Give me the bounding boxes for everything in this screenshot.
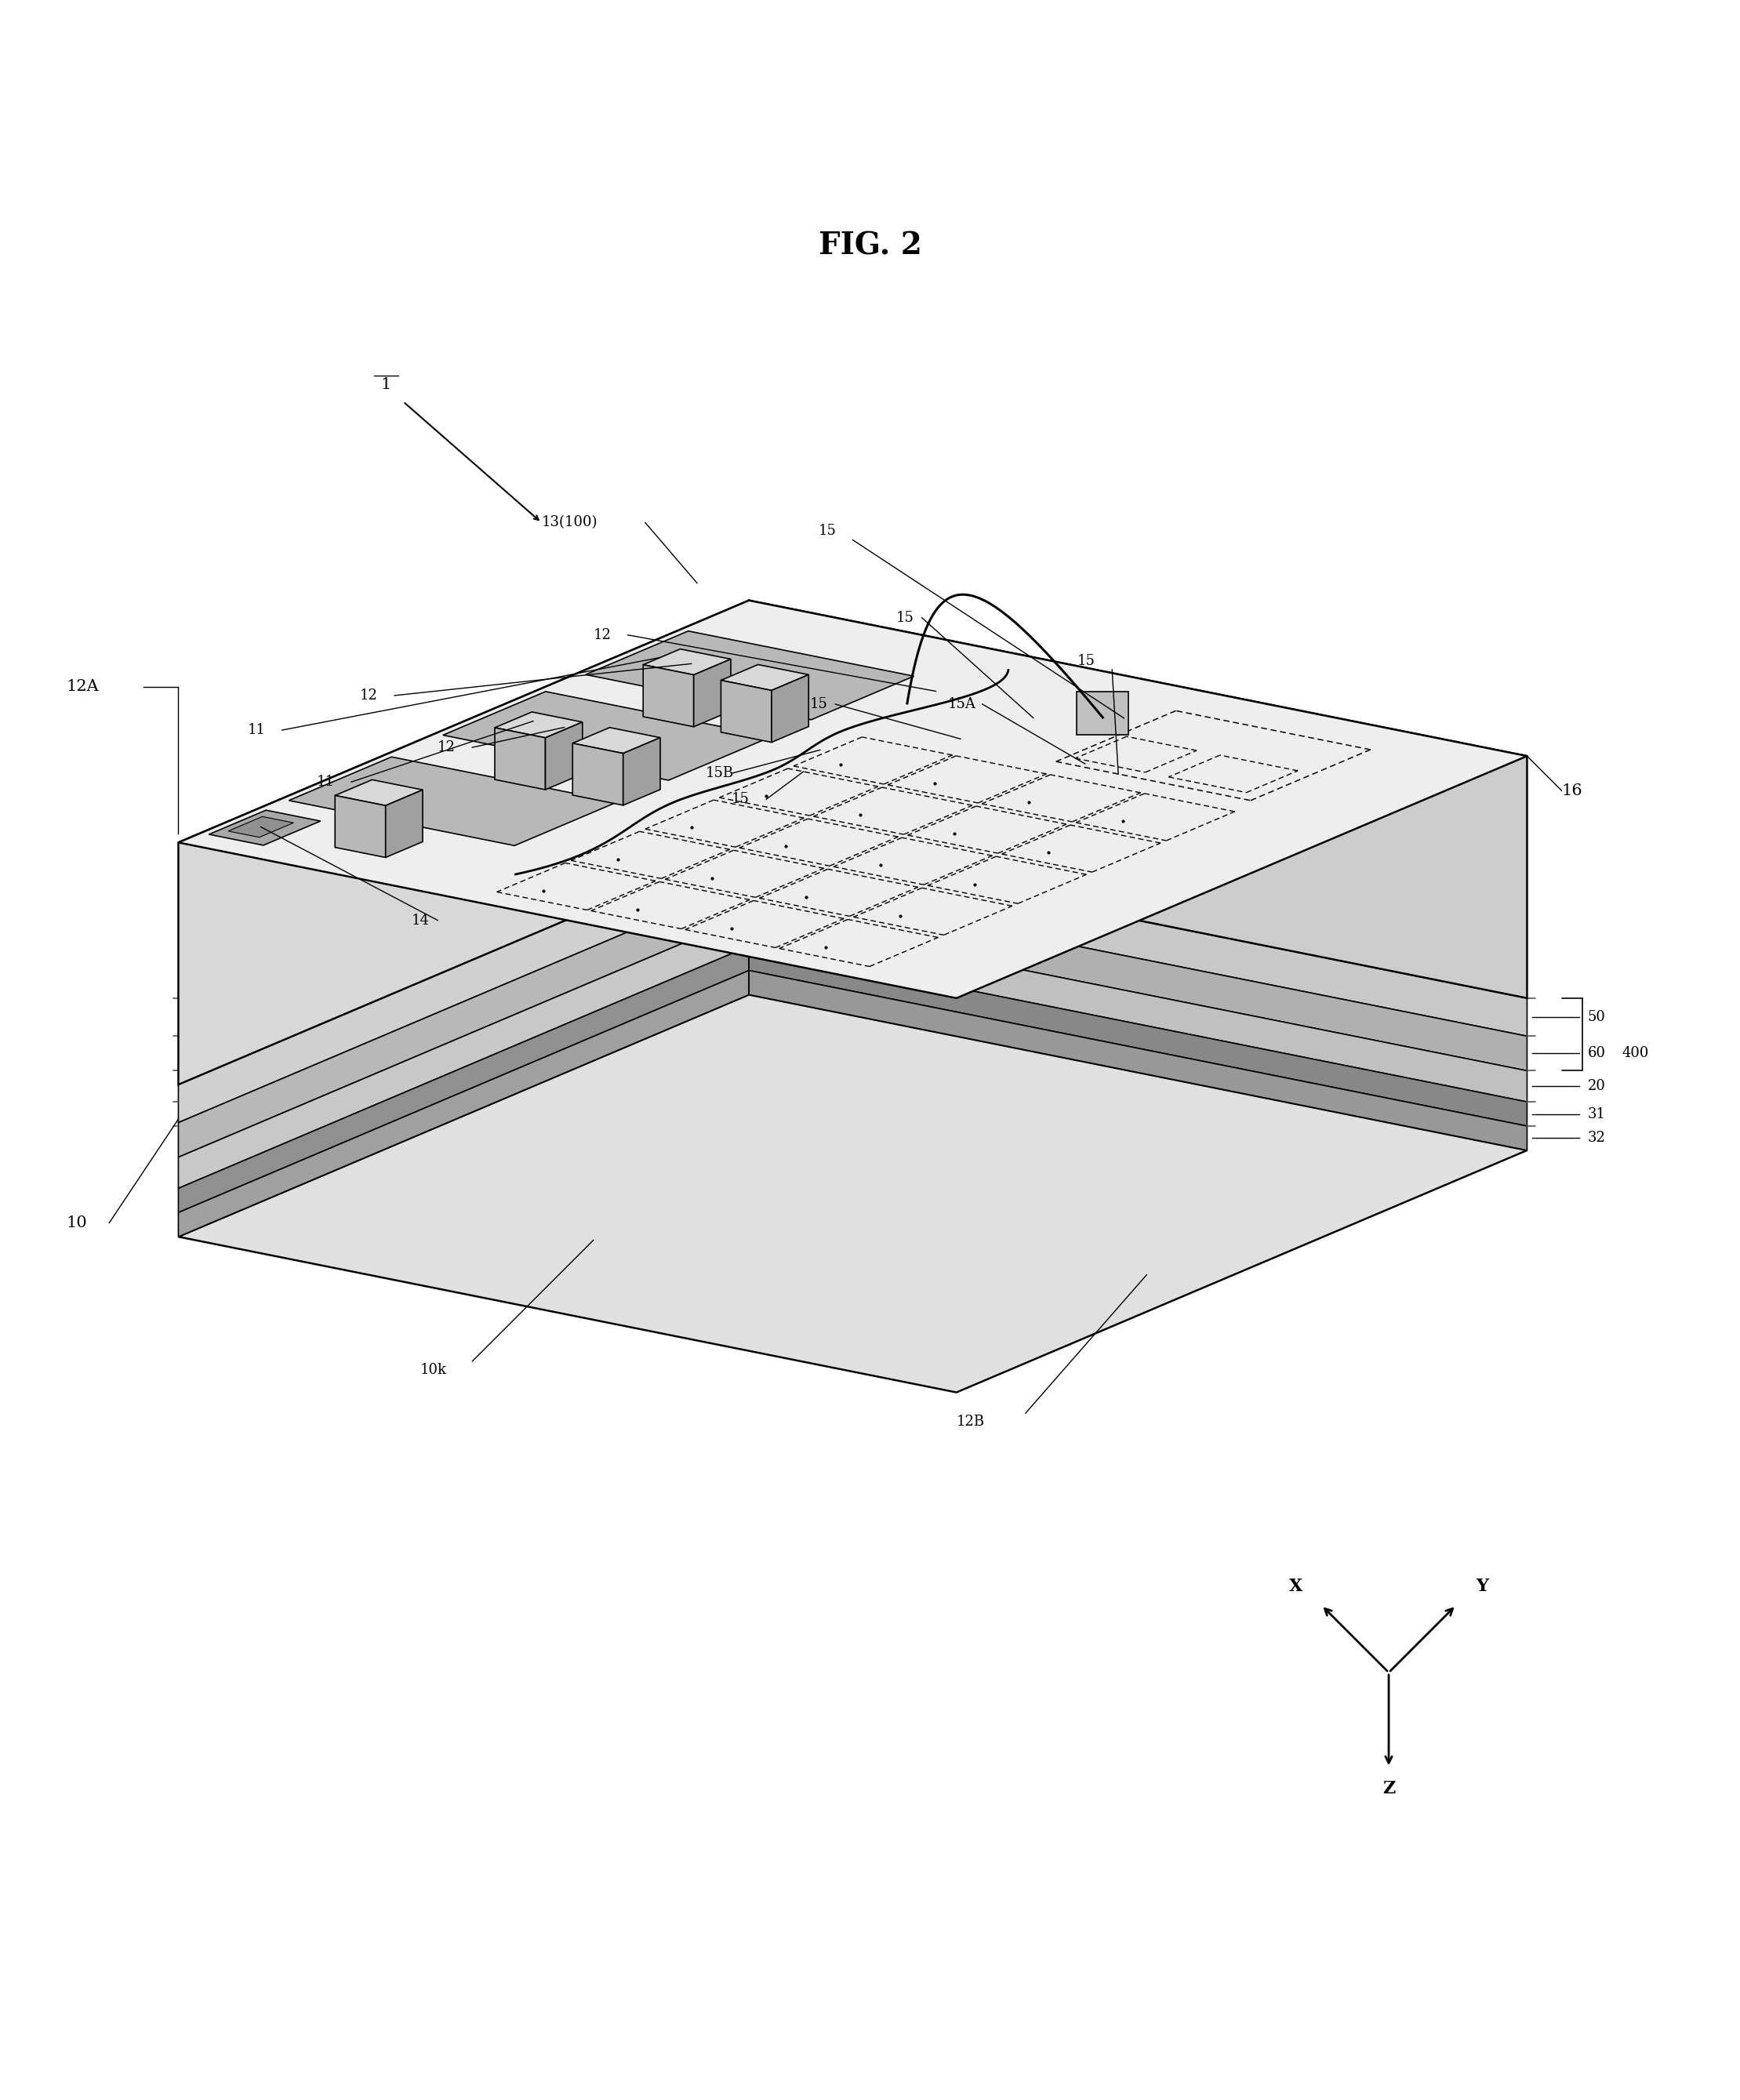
Polygon shape: [572, 743, 623, 804]
Polygon shape: [623, 737, 659, 804]
Text: 15B: 15B: [706, 767, 734, 781]
Text: 16: 16: [1561, 783, 1582, 798]
Polygon shape: [179, 842, 748, 1124]
Polygon shape: [494, 729, 545, 790]
Polygon shape: [694, 659, 731, 727]
Text: 15: 15: [1077, 653, 1096, 668]
Text: 12A: 12A: [66, 680, 99, 695]
Text: X: X: [1289, 1577, 1302, 1596]
Polygon shape: [748, 970, 1528, 1151]
Polygon shape: [572, 727, 659, 754]
Polygon shape: [720, 680, 771, 741]
Polygon shape: [748, 601, 1528, 998]
Text: 12: 12: [438, 741, 456, 754]
Polygon shape: [720, 664, 809, 691]
Text: FIG. 2: FIG. 2: [818, 231, 922, 260]
Polygon shape: [179, 970, 748, 1237]
Polygon shape: [444, 691, 771, 781]
Polygon shape: [386, 790, 423, 857]
Text: 15: 15: [818, 525, 835, 538]
Text: 13(100): 13(100): [541, 514, 597, 529]
Text: 1: 1: [381, 376, 392, 393]
Polygon shape: [179, 947, 748, 1212]
Polygon shape: [179, 880, 748, 1157]
Text: Z: Z: [1382, 1781, 1395, 1798]
Polygon shape: [644, 649, 731, 674]
Polygon shape: [771, 674, 809, 741]
Polygon shape: [748, 880, 1528, 1071]
Polygon shape: [1077, 691, 1129, 735]
Text: 12: 12: [593, 628, 611, 643]
Text: 15A: 15A: [948, 697, 976, 712]
Text: 14: 14: [412, 914, 430, 928]
Text: 15: 15: [809, 697, 828, 712]
Polygon shape: [545, 722, 583, 790]
Polygon shape: [336, 796, 386, 857]
Text: Y: Y: [1476, 1577, 1488, 1596]
Text: 10k: 10k: [421, 1363, 447, 1378]
Polygon shape: [228, 817, 294, 838]
Polygon shape: [494, 712, 583, 737]
Polygon shape: [179, 916, 748, 1189]
Polygon shape: [179, 601, 1528, 998]
Text: 11: 11: [317, 775, 334, 790]
Text: 20: 20: [1587, 1079, 1606, 1094]
Polygon shape: [748, 842, 1528, 1035]
Text: 10: 10: [66, 1216, 87, 1231]
Polygon shape: [586, 630, 913, 720]
Polygon shape: [179, 995, 1528, 1392]
Text: 15: 15: [733, 792, 750, 806]
Text: 12: 12: [360, 689, 378, 704]
Polygon shape: [289, 756, 618, 846]
Text: 50: 50: [1587, 1010, 1606, 1025]
Text: 15: 15: [896, 611, 914, 626]
Polygon shape: [209, 811, 320, 846]
Text: 12B: 12B: [957, 1415, 985, 1428]
Polygon shape: [748, 916, 1528, 1102]
Text: 32: 32: [1587, 1132, 1606, 1144]
Polygon shape: [748, 947, 1528, 1126]
Polygon shape: [336, 779, 423, 806]
Text: 11: 11: [247, 722, 266, 737]
Text: 31: 31: [1587, 1107, 1606, 1121]
Text: 400: 400: [1622, 1046, 1650, 1061]
Polygon shape: [179, 601, 748, 1084]
Text: 60: 60: [1587, 1046, 1606, 1061]
Polygon shape: [644, 666, 694, 727]
